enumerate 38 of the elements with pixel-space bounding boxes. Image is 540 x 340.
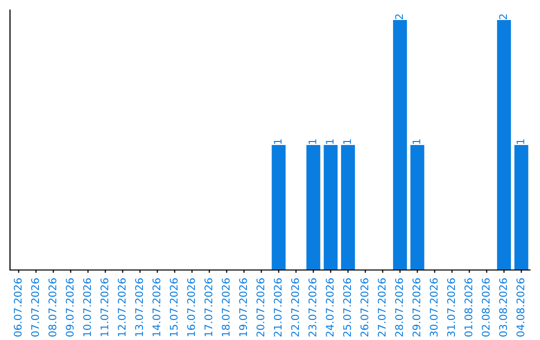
x-tick-label: 14.07.2026	[152, 278, 160, 336]
x-tick-label: 27.07.2026	[378, 278, 386, 337]
x-tick-label: 02.08.2026	[482, 278, 490, 337]
x-tick-label: 20.07.2026	[256, 278, 264, 337]
data-label: 1	[412, 139, 420, 144]
x-tick-label: 30.07.2026	[430, 278, 438, 336]
x-tick-label: 10.07.2026	[83, 278, 92, 336]
x-tick-label: 07.07.2026	[31, 278, 40, 337]
x-tick-label: 23.07.2026	[308, 278, 316, 337]
x-tick-label: 28.07.2026	[395, 278, 404, 337]
data-label: 1	[516, 139, 524, 144]
x-tick-label: 08.07.2026	[48, 278, 56, 337]
x-tick-label: 09.07.2026	[66, 278, 74, 337]
x-tick-label: 16.07.2026	[187, 278, 196, 336]
x-tick-label: 25.07.2026	[343, 278, 352, 337]
x-tick-label: 31.07.2026	[447, 278, 456, 336]
x-tick-label: 11.07.2026	[100, 278, 108, 336]
x-tick-label: 29.07.2026	[412, 278, 420, 337]
x-tick-label: 26.07.2026	[360, 278, 368, 337]
x-tick-label: 13.07.2026	[135, 278, 144, 336]
x-tick-label: 24.07.2026	[326, 278, 334, 337]
x-tick-label: 19.07.2026	[239, 278, 248, 336]
x-tick-label: 03.08.2026	[499, 278, 508, 337]
x-tick-label: 18.07.2026	[222, 278, 230, 336]
x-tick-label: 21.07.2026	[274, 278, 282, 337]
x-tick-label: 15.07.2026	[170, 278, 178, 336]
data-label: 2	[395, 14, 403, 20]
data-label: 1	[326, 139, 334, 144]
x-tick-label: 17.07.2026	[204, 278, 212, 336]
x-tick-label: 12.07.2026	[118, 278, 126, 336]
data-label: 1	[343, 139, 351, 144]
data-label: 1	[308, 139, 316, 144]
data-label: 2	[499, 14, 507, 20]
x-tick-label: 01.08.2026	[464, 278, 472, 337]
x-tick-label: 06.07.2026	[14, 278, 22, 337]
data-label: 1	[274, 139, 282, 144]
x-tick-label: 22.07.2026	[291, 278, 300, 337]
x-tick-label: 04.08.2026	[516, 278, 524, 337]
